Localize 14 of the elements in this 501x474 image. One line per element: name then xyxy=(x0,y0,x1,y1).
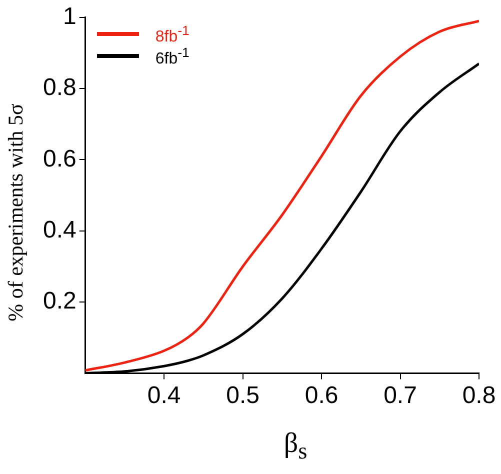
legend-label: 6fb$^{-1}$ xyxy=(155,44,190,68)
y-tick-label: 1 xyxy=(63,3,76,30)
x-tick-label: 0.4 xyxy=(147,382,181,410)
x-tick-label: 0.8 xyxy=(462,382,496,410)
y-tick-label: 0.6 xyxy=(42,145,76,172)
x-tick-label: 0.7 xyxy=(384,382,417,410)
y-tick-label: 0.8 xyxy=(42,74,76,102)
x-tick-label: 0.6 xyxy=(304,382,338,410)
x-axis-title: β$_{s}$ xyxy=(282,428,308,466)
y-axis-title: % of experiments with 5σ xyxy=(4,102,28,324)
x-tick-label: 0.5 xyxy=(226,382,260,410)
y-tick-label: 0.4 xyxy=(42,216,76,244)
legend-label: 8fb$^{-1}$ xyxy=(155,22,190,46)
y-tick-label: 0.2 xyxy=(42,288,76,315)
